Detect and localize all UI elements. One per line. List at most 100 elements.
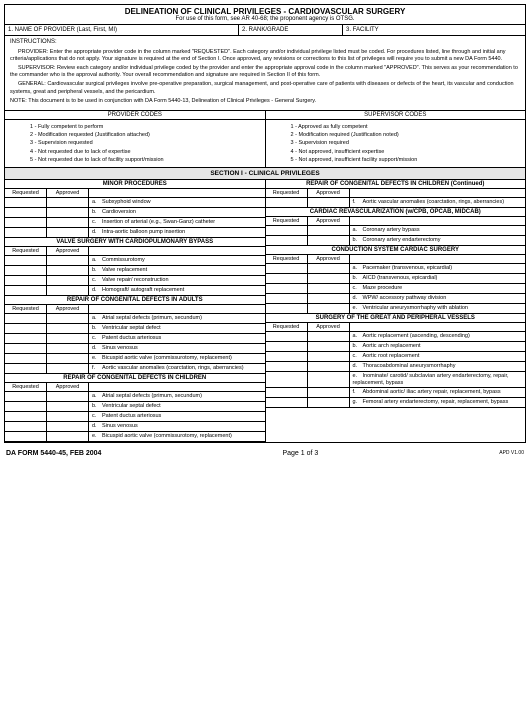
requested-cell[interactable] — [5, 324, 47, 333]
requested-cell[interactable] — [266, 352, 308, 361]
blank-head — [89, 305, 265, 313]
approved-label: Approved — [308, 217, 350, 225]
blank-head — [350, 255, 526, 263]
requested-cell[interactable] — [266, 362, 308, 371]
requested-cell[interactable] — [5, 208, 47, 217]
provider-code-3: 3 - Supervision requested — [30, 139, 260, 147]
approved-cell[interactable] — [47, 314, 89, 323]
requested-cell[interactable] — [266, 226, 308, 235]
requested-cell[interactable] — [266, 236, 308, 245]
approved-cell[interactable] — [47, 198, 89, 207]
codes-row: PROVIDER CODES 1 - Fully competent to pe… — [5, 111, 525, 168]
approved-cell[interactable] — [308, 332, 350, 341]
requested-cell[interactable] — [266, 198, 308, 207]
requested-label: Requested — [266, 255, 308, 263]
requested-cell[interactable] — [5, 218, 47, 227]
category-head: SURGERY OF THE GREAT AND PERIPHERAL VESS… — [266, 314, 526, 323]
approved-cell[interactable] — [308, 342, 350, 351]
privilege-text: a.Subxyphoid window — [89, 198, 265, 207]
req-appr-head: RequestedApproved — [5, 305, 265, 314]
approved-cell[interactable] — [47, 324, 89, 333]
requested-cell[interactable] — [266, 372, 308, 387]
approved-cell[interactable] — [47, 354, 89, 363]
approved-cell[interactable] — [47, 364, 89, 373]
approved-cell[interactable] — [47, 412, 89, 421]
category-head: CARDIAC REVASCULARIZATION (w/CPB, OPCAB,… — [266, 208, 526, 217]
approved-cell[interactable] — [308, 362, 350, 371]
requested-cell[interactable] — [266, 388, 308, 397]
requested-cell[interactable] — [5, 276, 47, 285]
privilege-text: f.Abdominal aortic/ iliac artery repair,… — [350, 388, 526, 397]
privilege-text: c.Aortic root replacement — [350, 352, 526, 361]
facility-field[interactable]: 3. FACILITY — [343, 25, 525, 35]
approved-cell[interactable] — [308, 372, 350, 387]
approved-cell[interactable] — [47, 218, 89, 227]
approved-cell[interactable] — [308, 284, 350, 293]
approved-cell[interactable] — [308, 388, 350, 397]
approved-cell[interactable] — [47, 256, 89, 265]
approved-label: Approved — [47, 383, 89, 391]
requested-cell[interactable] — [266, 304, 308, 313]
requested-cell[interactable] — [5, 392, 47, 401]
approved-cell[interactable] — [47, 392, 89, 401]
privilege-text: a.Pacemaker (transvenous, epicardial) — [350, 264, 526, 273]
approved-cell[interactable] — [308, 304, 350, 313]
requested-cell[interactable] — [266, 294, 308, 303]
requested-cell[interactable] — [5, 422, 47, 431]
approved-cell[interactable] — [308, 226, 350, 235]
requested-cell[interactable] — [266, 284, 308, 293]
provider-name-field[interactable]: 1. NAME OF PROVIDER (Last, First, MI) — [5, 25, 239, 35]
form-subtitle: For use of this form, see AR 40-68; the … — [7, 16, 523, 22]
blank-head — [89, 383, 265, 391]
privilege-text: a.Commissurotomy — [89, 256, 265, 265]
requested-cell[interactable] — [5, 228, 47, 237]
privilege-row: a.Atrial septal defects (primum, secundu… — [5, 314, 265, 324]
requested-cell[interactable] — [5, 412, 47, 421]
requested-cell[interactable] — [5, 402, 47, 411]
approved-cell[interactable] — [47, 334, 89, 343]
requested-cell[interactable] — [5, 256, 47, 265]
blank-head — [350, 189, 526, 197]
requested-cell[interactable] — [5, 334, 47, 343]
privilege-row: c.Aortic root replacement — [266, 352, 526, 362]
requested-cell[interactable] — [5, 198, 47, 207]
approved-cell[interactable] — [47, 276, 89, 285]
privilege-text: c.Maze procedure — [350, 284, 526, 293]
requested-cell[interactable] — [5, 314, 47, 323]
requested-cell[interactable] — [266, 342, 308, 351]
privilege-row: f.Aortic vascular anomalies (coarctation… — [5, 364, 265, 374]
requested-cell[interactable] — [266, 332, 308, 341]
privilege-row: e.Ventricular aneurysmorrhaphy with abla… — [266, 304, 526, 314]
approved-cell[interactable] — [47, 402, 89, 411]
requested-cell[interactable] — [5, 266, 47, 275]
requested-cell[interactable] — [266, 398, 308, 407]
approved-cell[interactable] — [308, 294, 350, 303]
supervisor-code-3: 3 - Supervision required — [291, 139, 521, 147]
approved-cell[interactable] — [308, 264, 350, 273]
requested-cell[interactable] — [5, 354, 47, 363]
requested-cell[interactable] — [5, 364, 47, 373]
approved-cell[interactable] — [47, 344, 89, 353]
approved-cell[interactable] — [308, 274, 350, 283]
approved-cell[interactable] — [47, 432, 89, 441]
approved-cell[interactable] — [47, 208, 89, 217]
approved-cell[interactable] — [47, 422, 89, 431]
approved-cell[interactable] — [308, 198, 350, 207]
approved-cell[interactable] — [47, 228, 89, 237]
approved-cell[interactable] — [47, 266, 89, 275]
approved-cell[interactable] — [308, 398, 350, 407]
provider-code-4: 4 - Not requested due to lack of experti… — [30, 148, 260, 156]
approved-cell[interactable] — [47, 286, 89, 295]
approved-cell[interactable] — [308, 236, 350, 245]
approved-cell[interactable] — [308, 352, 350, 361]
rank-grade-field[interactable]: 2. RANK/GRADE — [239, 25, 343, 35]
requested-cell[interactable] — [266, 274, 308, 283]
requested-cell[interactable] — [5, 286, 47, 295]
requested-cell[interactable] — [266, 264, 308, 273]
privilege-text: g.Femoral artery endarterectomy, repair,… — [350, 398, 526, 407]
form-page: DELINEATION OF CLINICAL PRIVILEGES - CAR… — [4, 4, 526, 443]
privilege-text: b.Aortic arch replacement — [350, 342, 526, 351]
privilege-text: f.Aortic vascular anomalies (coarctation… — [350, 198, 526, 207]
requested-cell[interactable] — [5, 344, 47, 353]
requested-cell[interactable] — [5, 432, 47, 441]
